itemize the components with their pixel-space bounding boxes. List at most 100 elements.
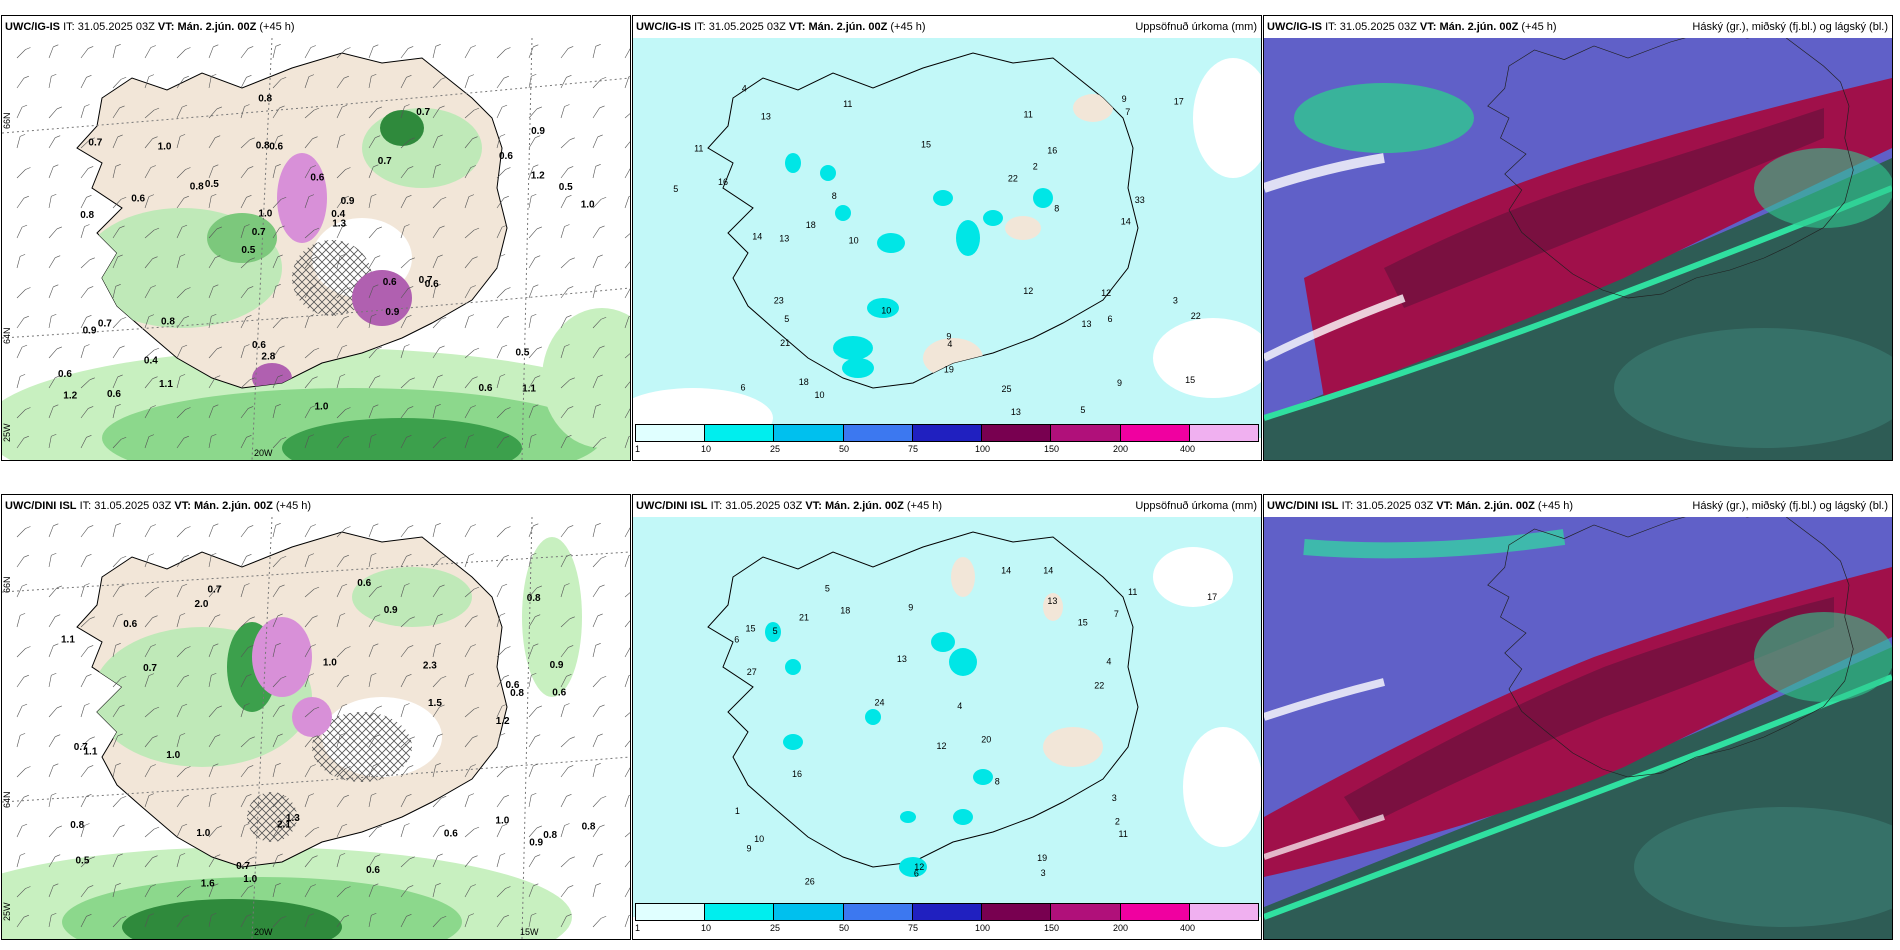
- wind-barb: [112, 199, 122, 209]
- wind-barb-flag: [216, 825, 222, 829]
- wind-barb-flag: [568, 765, 574, 768]
- wind-barb: [272, 678, 282, 688]
- wind-barb: [496, 77, 505, 89]
- wind-barb: [592, 46, 596, 59]
- wind-barb-flag: [313, 586, 320, 590]
- wind-barb: [400, 825, 405, 838]
- wind-barb: [432, 765, 436, 778]
- wind-barb: [16, 615, 21, 628]
- wind-barb: [496, 705, 503, 718]
- wind-barb-flag: [117, 134, 123, 138]
- wind-barb-flag: [343, 435, 349, 439]
- wind-barb-flag: [601, 196, 607, 200]
- wind-barb-flag: [119, 704, 125, 708]
- wind-barb-flag: [248, 286, 254, 289]
- wind-barb-flag: [216, 226, 222, 230]
- wind-barb-flag: [499, 374, 506, 377]
- wind-barb-flag: [248, 406, 254, 409]
- wind-barb-flag: [597, 613, 603, 617]
- wind-barb-flag: [628, 554, 630, 556]
- wind-barb: [304, 766, 312, 778]
- colorbar-swatch: [1189, 425, 1258, 441]
- map-value-label: 0.6: [425, 279, 439, 290]
- wind-barb: [336, 376, 341, 389]
- snow-panel-bottom: UWC/DINI ISL IT: 31.05.2025 03Z VT: Mán.…: [1, 494, 631, 940]
- wind-barb-flag: [277, 134, 283, 138]
- wind-barb-flag: [437, 613, 443, 617]
- wind-barb-flag: [152, 855, 158, 858]
- wind-barb: [496, 855, 501, 868]
- wind-barb-flag: [566, 674, 572, 677]
- wind-barb: [400, 168, 409, 179]
- map-value-label: 0.9: [529, 838, 543, 849]
- wind-barb: [336, 106, 343, 119]
- wind-barb: [400, 647, 409, 658]
- wind-barb-flag: [313, 227, 320, 231]
- map-value-label: 16: [792, 769, 802, 779]
- wind-barb-flag: [53, 883, 59, 887]
- wind-barb-flag: [53, 763, 59, 767]
- wind-barb-flag: [345, 167, 351, 170]
- wind-barb-flag: [51, 313, 57, 317]
- wind-barb-flag: [277, 254, 283, 258]
- wind-barb: [208, 707, 218, 718]
- wind-barb: [208, 765, 214, 778]
- wind-barb: [112, 765, 116, 778]
- wind-barb-flag: [533, 763, 539, 767]
- map-value-label: 10: [815, 390, 825, 400]
- wind-barb: [240, 738, 250, 748]
- wind-barb-flag: [55, 614, 61, 617]
- wind-barb-flag: [185, 766, 191, 769]
- wind-barb-flag: [472, 256, 478, 259]
- wind-barb: [272, 586, 280, 598]
- wind-barb: [112, 166, 116, 179]
- wind-barb: [400, 346, 405, 359]
- wind-barb-flag: [373, 404, 379, 408]
- wind-barb-flag: [568, 885, 574, 888]
- wind-barb-flag: [86, 794, 92, 797]
- wind-barb-flag: [535, 135, 541, 138]
- wind-barb: [240, 527, 249, 538]
- wind-barb-flag: [568, 406, 574, 409]
- wind-barb: [432, 826, 440, 838]
- wind-barb: [368, 406, 374, 419]
- wind-barb: [592, 227, 600, 239]
- model-name: UWC/IG-IS: [5, 21, 60, 33]
- wind-barb: [48, 885, 54, 898]
- wind-barb: [336, 768, 346, 778]
- wind-barb-flag: [312, 256, 318, 259]
- wind-barb-flag: [249, 736, 255, 740]
- colorbar-swatch: [705, 425, 775, 441]
- wind-barb: [560, 705, 565, 718]
- panel-title: Uppsöfnuð úrkoma (mm): [1135, 21, 1257, 33]
- map-value-label: 15: [1185, 375, 1195, 385]
- wind-barb: [592, 678, 602, 688]
- wind-barb-flag: [564, 224, 570, 227]
- wind-barb-flag: [213, 643, 219, 647]
- wind-barb-flag: [499, 134, 506, 137]
- wind-barb-flag: [312, 735, 318, 738]
- wind-barb: [464, 229, 475, 239]
- precip-map: 5 4 3 6 7 9 11 12 13 15 10 14 16 27 12 20 22 18 15 13 14 26 24…: [633, 517, 1261, 939]
- wind-barb-flag: [86, 315, 92, 318]
- wind-barb-flag: [597, 134, 603, 138]
- wind-barb-flag: [89, 616, 95, 620]
- wind-barb-flag: [51, 912, 57, 916]
- wind-barb: [208, 885, 214, 898]
- wind-barb: [560, 647, 569, 658]
- wind-barb-flag: [21, 703, 28, 707]
- wind-barb-flag: [531, 672, 537, 676]
- colorbar-tick: 50: [839, 923, 850, 933]
- it-label: IT:: [79, 500, 92, 512]
- wind-barb-flag: [86, 674, 92, 677]
- wind-barb: [208, 915, 212, 928]
- map-value-label: 0.7: [74, 742, 88, 753]
- wind-barb-flag: [25, 526, 31, 529]
- wind-barb-flag: [439, 824, 445, 828]
- wind-barb: [496, 556, 505, 568]
- wind-barb: [624, 48, 630, 59]
- wind-barb-flag: [119, 105, 125, 109]
- wind-barb: [592, 855, 598, 868]
- wind-barb: [336, 585, 343, 598]
- wind-barb: [304, 737, 313, 748]
